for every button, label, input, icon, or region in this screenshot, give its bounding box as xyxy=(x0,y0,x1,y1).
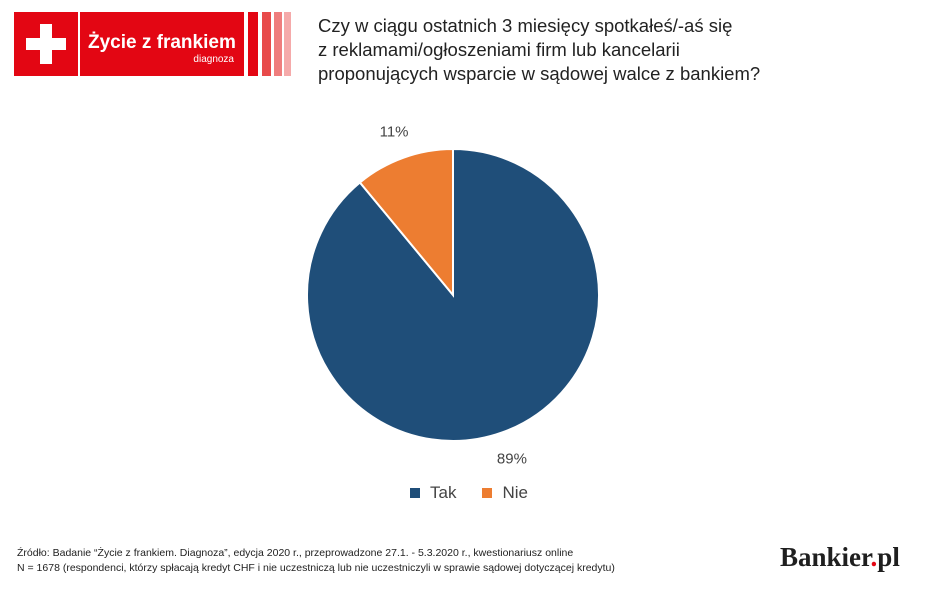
source-note: Źródło: Badanie “Życie z frankiem. Diagn… xyxy=(17,546,615,576)
swiss-cross-icon xyxy=(14,12,78,76)
legend-label: Tak xyxy=(430,483,457,502)
logo-name-box: Życie z frankiem diagnoza xyxy=(80,12,244,76)
sample-note: N = 1678 (respondenci, którzy spłacają k… xyxy=(17,562,615,574)
data-label-nie: 11% xyxy=(380,123,409,140)
data-label-tak: 89% xyxy=(497,451,527,468)
logo-subtitle: diagnoza xyxy=(193,54,234,65)
logo-name: Życie z frankiem xyxy=(88,32,236,53)
legend-item-tak: Tak xyxy=(410,483,456,503)
logo-stripe xyxy=(262,12,271,76)
logo-stripe xyxy=(274,12,282,76)
chart-title-line: Czy w ciągu ostatnich 3 miesięcy spotkał… xyxy=(318,15,733,36)
logo-stripe xyxy=(284,12,291,76)
bankier-logo-dot: . xyxy=(870,542,878,572)
legend-item-nie: Nie xyxy=(482,483,528,503)
chart-title-line: proponujących wsparcie w sądowej walce z… xyxy=(318,63,761,84)
pie-slice-nie xyxy=(358,147,454,298)
bankier-logo: Bankier.pl xyxy=(780,542,900,573)
bankier-logo-tld: pl xyxy=(877,542,900,572)
bankier-logo-main: Bankier xyxy=(780,542,871,572)
legend-swatch xyxy=(410,488,420,498)
source-text: Źródło: Badanie “Życie z frankiem. Diagn… xyxy=(17,547,574,559)
legend-label: Nie xyxy=(502,483,528,502)
zycie-z-frankiem-logo: Życie z frankiem diagnoza xyxy=(14,12,291,76)
chart-legend: Tak Nie xyxy=(410,483,528,503)
logo-stripe xyxy=(248,12,258,76)
legend-swatch xyxy=(482,488,493,498)
chart-title-line: z reklamami/ogłoszeniami firm lub kancel… xyxy=(318,39,680,60)
chart-title: Czy w ciągu ostatnich 3 miesięcy spotkał… xyxy=(318,14,878,86)
